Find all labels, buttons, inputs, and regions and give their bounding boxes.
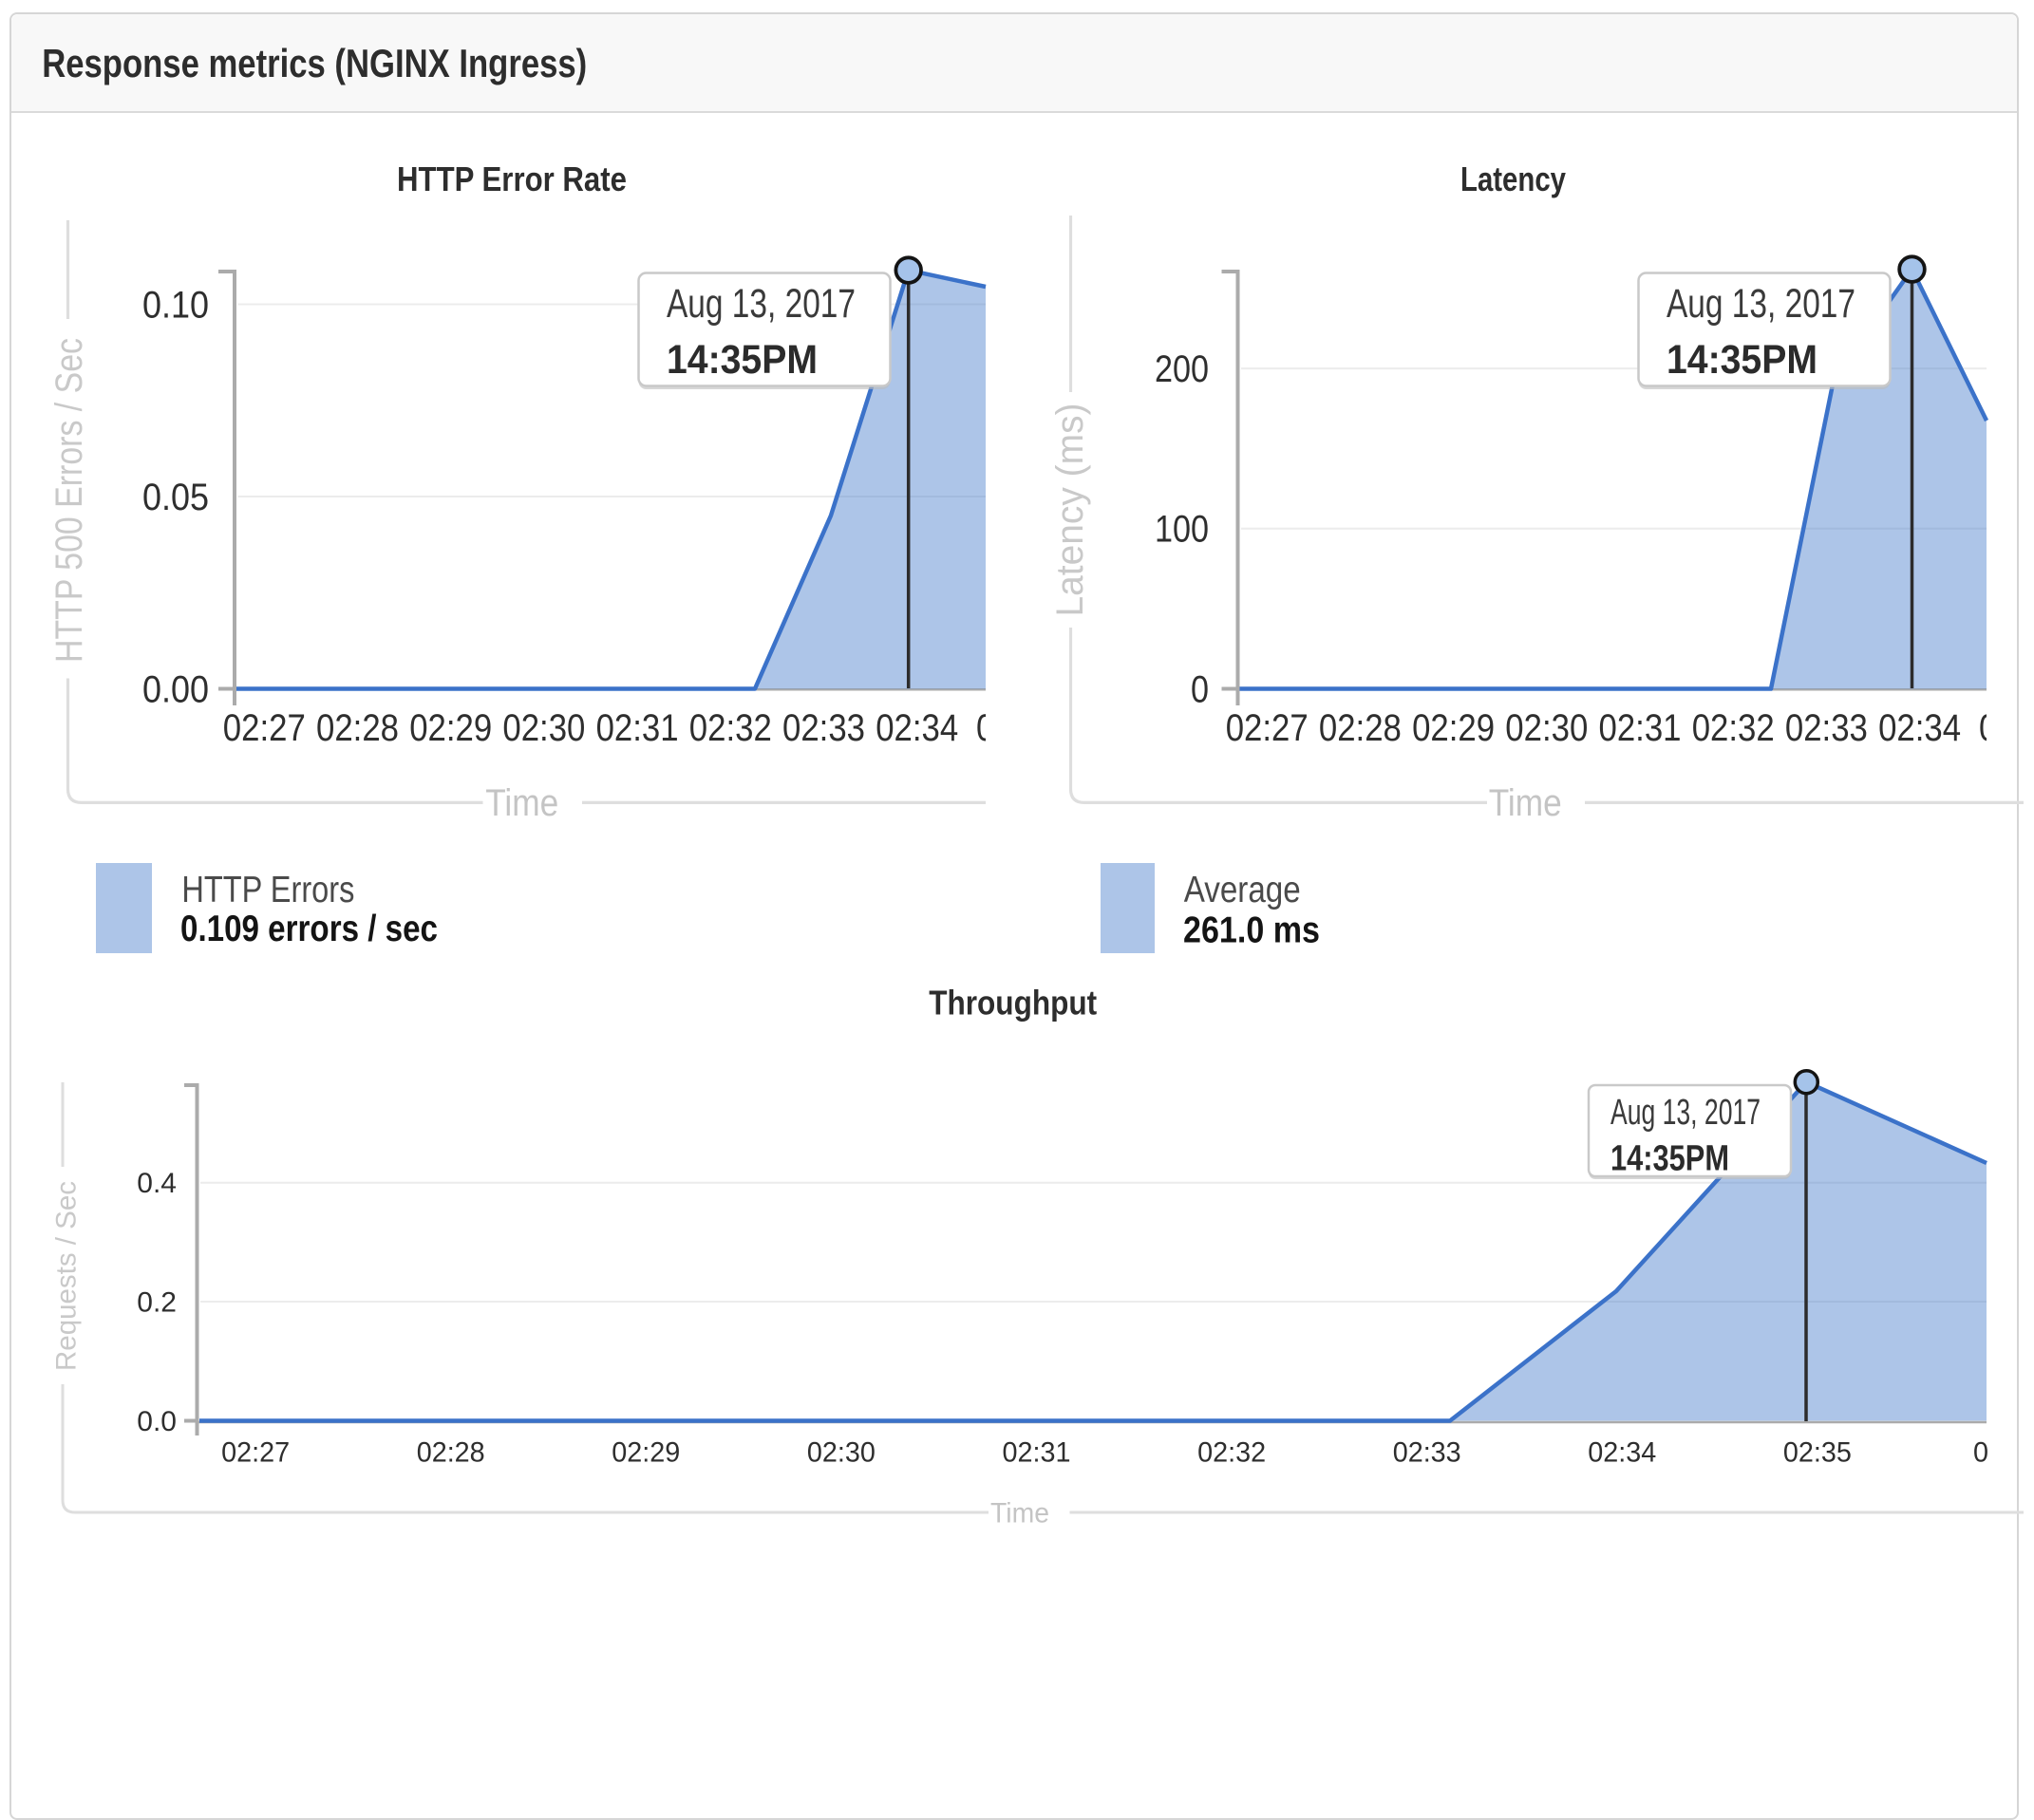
svg-text:02:30: 02:30 <box>807 1437 876 1469</box>
svg-text:02:28: 02:28 <box>316 707 399 749</box>
svg-text:02:31: 02:31 <box>596 707 679 749</box>
svg-text:02:34: 02:34 <box>1878 707 1961 749</box>
svg-text:Throughput: Throughput <box>929 984 1097 1023</box>
svg-text:261.0 ms: 261.0 ms <box>1183 910 1320 951</box>
svg-text:14:35PM: 14:35PM <box>1610 1139 1729 1179</box>
svg-text:02:32: 02:32 <box>689 707 772 749</box>
svg-text:02:35: 02:35 <box>1979 707 2034 749</box>
svg-text:02:28: 02:28 <box>1319 707 1402 749</box>
svg-text:02:27: 02:27 <box>1226 707 1309 749</box>
svg-text:0: 0 <box>1191 668 1209 710</box>
svg-text:0.10: 0.10 <box>142 284 209 326</box>
svg-text:0.109 errors / sec: 0.109 errors / sec <box>180 909 438 949</box>
svg-text:02:29: 02:29 <box>1412 707 1495 749</box>
svg-text:02:31: 02:31 <box>1599 707 1682 749</box>
svg-text:02:34: 02:34 <box>1588 1437 1656 1469</box>
svg-text:Time: Time <box>1489 782 1562 824</box>
svg-text:0.0: 0.0 <box>137 1406 177 1437</box>
svg-text:HTTP Errors: HTTP Errors <box>181 870 354 910</box>
svg-text:02:33: 02:33 <box>782 707 865 749</box>
svg-text:0.00: 0.00 <box>142 668 209 710</box>
svg-text:Latency: Latency <box>1460 159 1566 198</box>
svg-text:0.05: 0.05 <box>142 477 209 518</box>
svg-text:02:31: 02:31 <box>1003 1437 1071 1469</box>
svg-text:02:33: 02:33 <box>1393 1437 1461 1469</box>
svg-text:HTTP Error Rate: HTTP Error Rate <box>397 159 627 198</box>
svg-text:HTTP 500 Errors / Sec: HTTP 500 Errors / Sec <box>48 338 90 663</box>
svg-text:100: 100 <box>1155 509 1209 551</box>
svg-text:Time: Time <box>485 782 558 824</box>
svg-text:Aug 13, 2017: Aug 13, 2017 <box>1610 1093 1761 1133</box>
svg-text:0.2: 0.2 <box>137 1286 177 1318</box>
svg-text:02:35: 02:35 <box>1783 1437 1852 1469</box>
svg-text:Requests / Sec: Requests / Sec <box>51 1181 83 1371</box>
svg-text:02:30: 02:30 <box>1505 707 1588 749</box>
svg-text:02:33: 02:33 <box>1785 707 1868 749</box>
svg-text:02:28: 02:28 <box>417 1437 485 1469</box>
svg-text:02:35: 02:35 <box>976 707 1059 749</box>
svg-text:02:27: 02:27 <box>223 707 306 749</box>
svg-text:14:35PM: 14:35PM <box>667 337 818 383</box>
svg-text:0.4: 0.4 <box>137 1168 177 1199</box>
svg-text:Latency (ms): Latency (ms) <box>1049 403 1091 617</box>
svg-text:Response metrics (NGINX Ingres: Response metrics (NGINX Ingress) <box>42 41 587 85</box>
svg-text:Average: Average <box>1184 870 1301 910</box>
svg-text:02:30: 02:30 <box>502 707 585 749</box>
svg-text:Time: Time <box>990 1498 1049 1528</box>
svg-text:02:32: 02:32 <box>1692 707 1775 749</box>
svg-text:Aug 13, 2017: Aug 13, 2017 <box>667 281 856 327</box>
svg-text:02:34: 02:34 <box>876 707 958 749</box>
svg-text:14:35PM: 14:35PM <box>1667 337 1817 383</box>
svg-text:02:29: 02:29 <box>612 1437 680 1469</box>
svg-text:02:36: 02:36 <box>1973 1437 2034 1469</box>
svg-text:Aug 13, 2017: Aug 13, 2017 <box>1667 281 1855 327</box>
svg-text:02:27: 02:27 <box>221 1437 290 1469</box>
svg-text:02:29: 02:29 <box>409 707 492 749</box>
svg-text:02:32: 02:32 <box>1197 1437 1266 1469</box>
svg-text:200: 200 <box>1155 348 1209 390</box>
